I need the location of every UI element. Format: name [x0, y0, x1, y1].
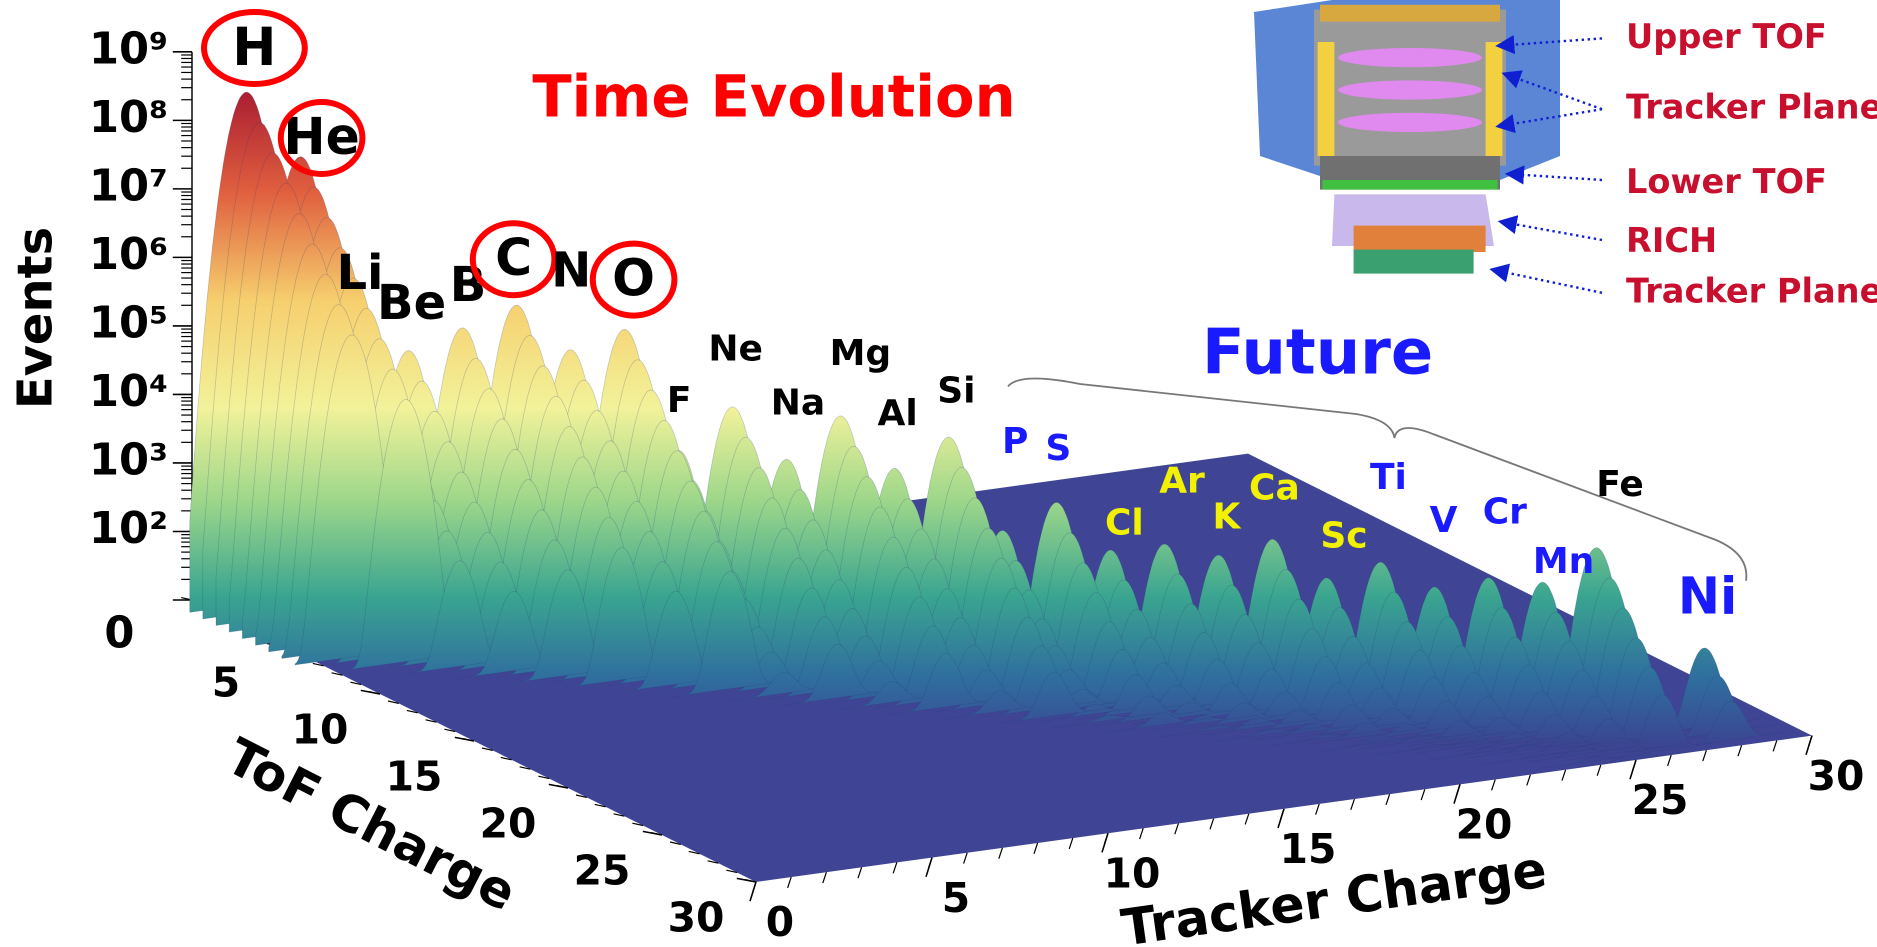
- x-minor-tick: [858, 867, 862, 878]
- x-minor-tick: [1527, 775, 1531, 786]
- x-minor-tick: [1738, 745, 1742, 756]
- z-tick-label: 10⁵: [89, 298, 168, 348]
- x-minor-tick: [1316, 804, 1320, 815]
- inset-label: RICH: [1626, 221, 1717, 260]
- element-label: Mg: [830, 333, 892, 374]
- x-minor-tick: [1069, 838, 1073, 849]
- element-label: Al: [877, 393, 917, 434]
- x-minor-tick: [1175, 823, 1179, 834]
- element-label: K: [1212, 496, 1241, 537]
- x-minor-tick: [999, 848, 1003, 859]
- arrow: [1502, 222, 1602, 240]
- z-tick-label: 10⁷: [89, 161, 168, 211]
- x-minor-tick: [1421, 789, 1425, 800]
- annotation: Future: [1202, 315, 1433, 388]
- z-axis-title: Events: [7, 227, 63, 409]
- element-label: Sc: [1320, 516, 1367, 557]
- chart-title: Time Evolution: [532, 63, 1015, 130]
- element-label: He: [283, 107, 359, 166]
- y-tick-label: 20: [480, 799, 537, 847]
- inset-label: Lower TOF: [1626, 162, 1827, 201]
- z-tick-label: 10⁸: [89, 93, 168, 143]
- arrow: [1510, 174, 1602, 180]
- magnet: [1318, 42, 1335, 156]
- element-label: Cl: [1105, 502, 1144, 543]
- element-label: N: [551, 243, 591, 299]
- element-label: Ni: [1678, 567, 1737, 626]
- z-tick-label: 10⁹: [89, 24, 168, 74]
- y-tick-label: 25: [574, 846, 631, 894]
- element-label: Ar: [1159, 460, 1205, 501]
- upper-tof: [1320, 5, 1500, 22]
- element-label: C: [495, 228, 532, 287]
- x-tick-label: 20: [1456, 801, 1513, 849]
- z-tick-label: 10⁶: [89, 230, 168, 280]
- x-minor-tick: [1140, 828, 1144, 839]
- x-tick: [750, 882, 756, 901]
- x-minor-tick: [1668, 755, 1672, 766]
- x-minor-tick: [1245, 814, 1249, 825]
- element-label: Mn: [1533, 541, 1594, 582]
- y-tick-label: 30: [668, 893, 725, 941]
- element-label: F: [667, 380, 692, 421]
- y-tick-label: 5: [212, 658, 240, 706]
- element-label: Fe: [1596, 464, 1644, 505]
- x-tick-label: 25: [1632, 776, 1689, 824]
- rich-base: [1354, 226, 1486, 252]
- page: {"chart_data": {"type": "surface3d", "ti…: [0, 0, 1877, 947]
- chart: Time Evolution Future Events ToF Charge …: [0, 0, 1877, 947]
- plane: [1338, 48, 1482, 67]
- x-minor-tick: [893, 862, 897, 873]
- z-tick-label: 10³: [89, 435, 168, 485]
- plane: [1338, 113, 1482, 132]
- element-label: V: [1430, 500, 1458, 541]
- x-tick-label: 15: [1280, 825, 1337, 873]
- x-minor-tick: [964, 853, 968, 864]
- element-label: Cr: [1483, 492, 1527, 533]
- element-label: S: [1045, 428, 1071, 469]
- detector-inset: [1254, 0, 1602, 293]
- element-label: O: [612, 249, 655, 308]
- element-label: H: [232, 17, 276, 78]
- plane: [1338, 80, 1482, 99]
- x-minor-tick: [1386, 794, 1390, 805]
- x-minor-tick: [788, 877, 792, 888]
- element-label: Be: [377, 275, 446, 331]
- element-label: Si: [937, 370, 975, 411]
- x-tick-label: 30: [1808, 752, 1865, 800]
- x-tick-label: 10: [1104, 849, 1161, 897]
- x-minor-tick: [1703, 750, 1707, 761]
- x-minor-tick: [1034, 843, 1038, 854]
- element-label: Ti: [1370, 457, 1407, 498]
- x-minor-tick: [1773, 740, 1777, 751]
- x-minor-tick: [1562, 770, 1566, 781]
- z-tick-label: 10²: [89, 504, 168, 554]
- element-label: Na: [771, 382, 825, 423]
- lower-tof-strip: [1322, 180, 1497, 190]
- inset-label: Upper TOF: [1626, 17, 1827, 56]
- element-label: Ne: [708, 328, 763, 369]
- x-minor-tick: [1492, 780, 1496, 791]
- plot-area: Time Evolution Future Events ToF Charge …: [7, 0, 1877, 947]
- ecal: [1354, 250, 1474, 274]
- y-tick-label: 15: [386, 752, 443, 800]
- x-minor-tick: [1210, 819, 1214, 830]
- element-label: P: [1002, 421, 1028, 462]
- arrow: [1494, 270, 1602, 293]
- element-label: Ca: [1249, 468, 1300, 509]
- magnet: [1486, 42, 1503, 156]
- y-tick-label: 10: [292, 705, 349, 753]
- inset-label: Tracker Plane: [1626, 88, 1877, 127]
- x-minor-tick: [823, 872, 827, 883]
- x-tick-label: 0: [766, 898, 794, 946]
- x-tick-label: 5: [942, 874, 970, 922]
- x-tick: [926, 858, 932, 877]
- inset-label: Tracker Plane: [1626, 271, 1877, 310]
- x-minor-tick: [1351, 799, 1355, 810]
- x-minor-tick: [1597, 765, 1601, 776]
- z-tick-label: 10⁴: [89, 367, 168, 417]
- z-tick-label: 0: [104, 609, 134, 659]
